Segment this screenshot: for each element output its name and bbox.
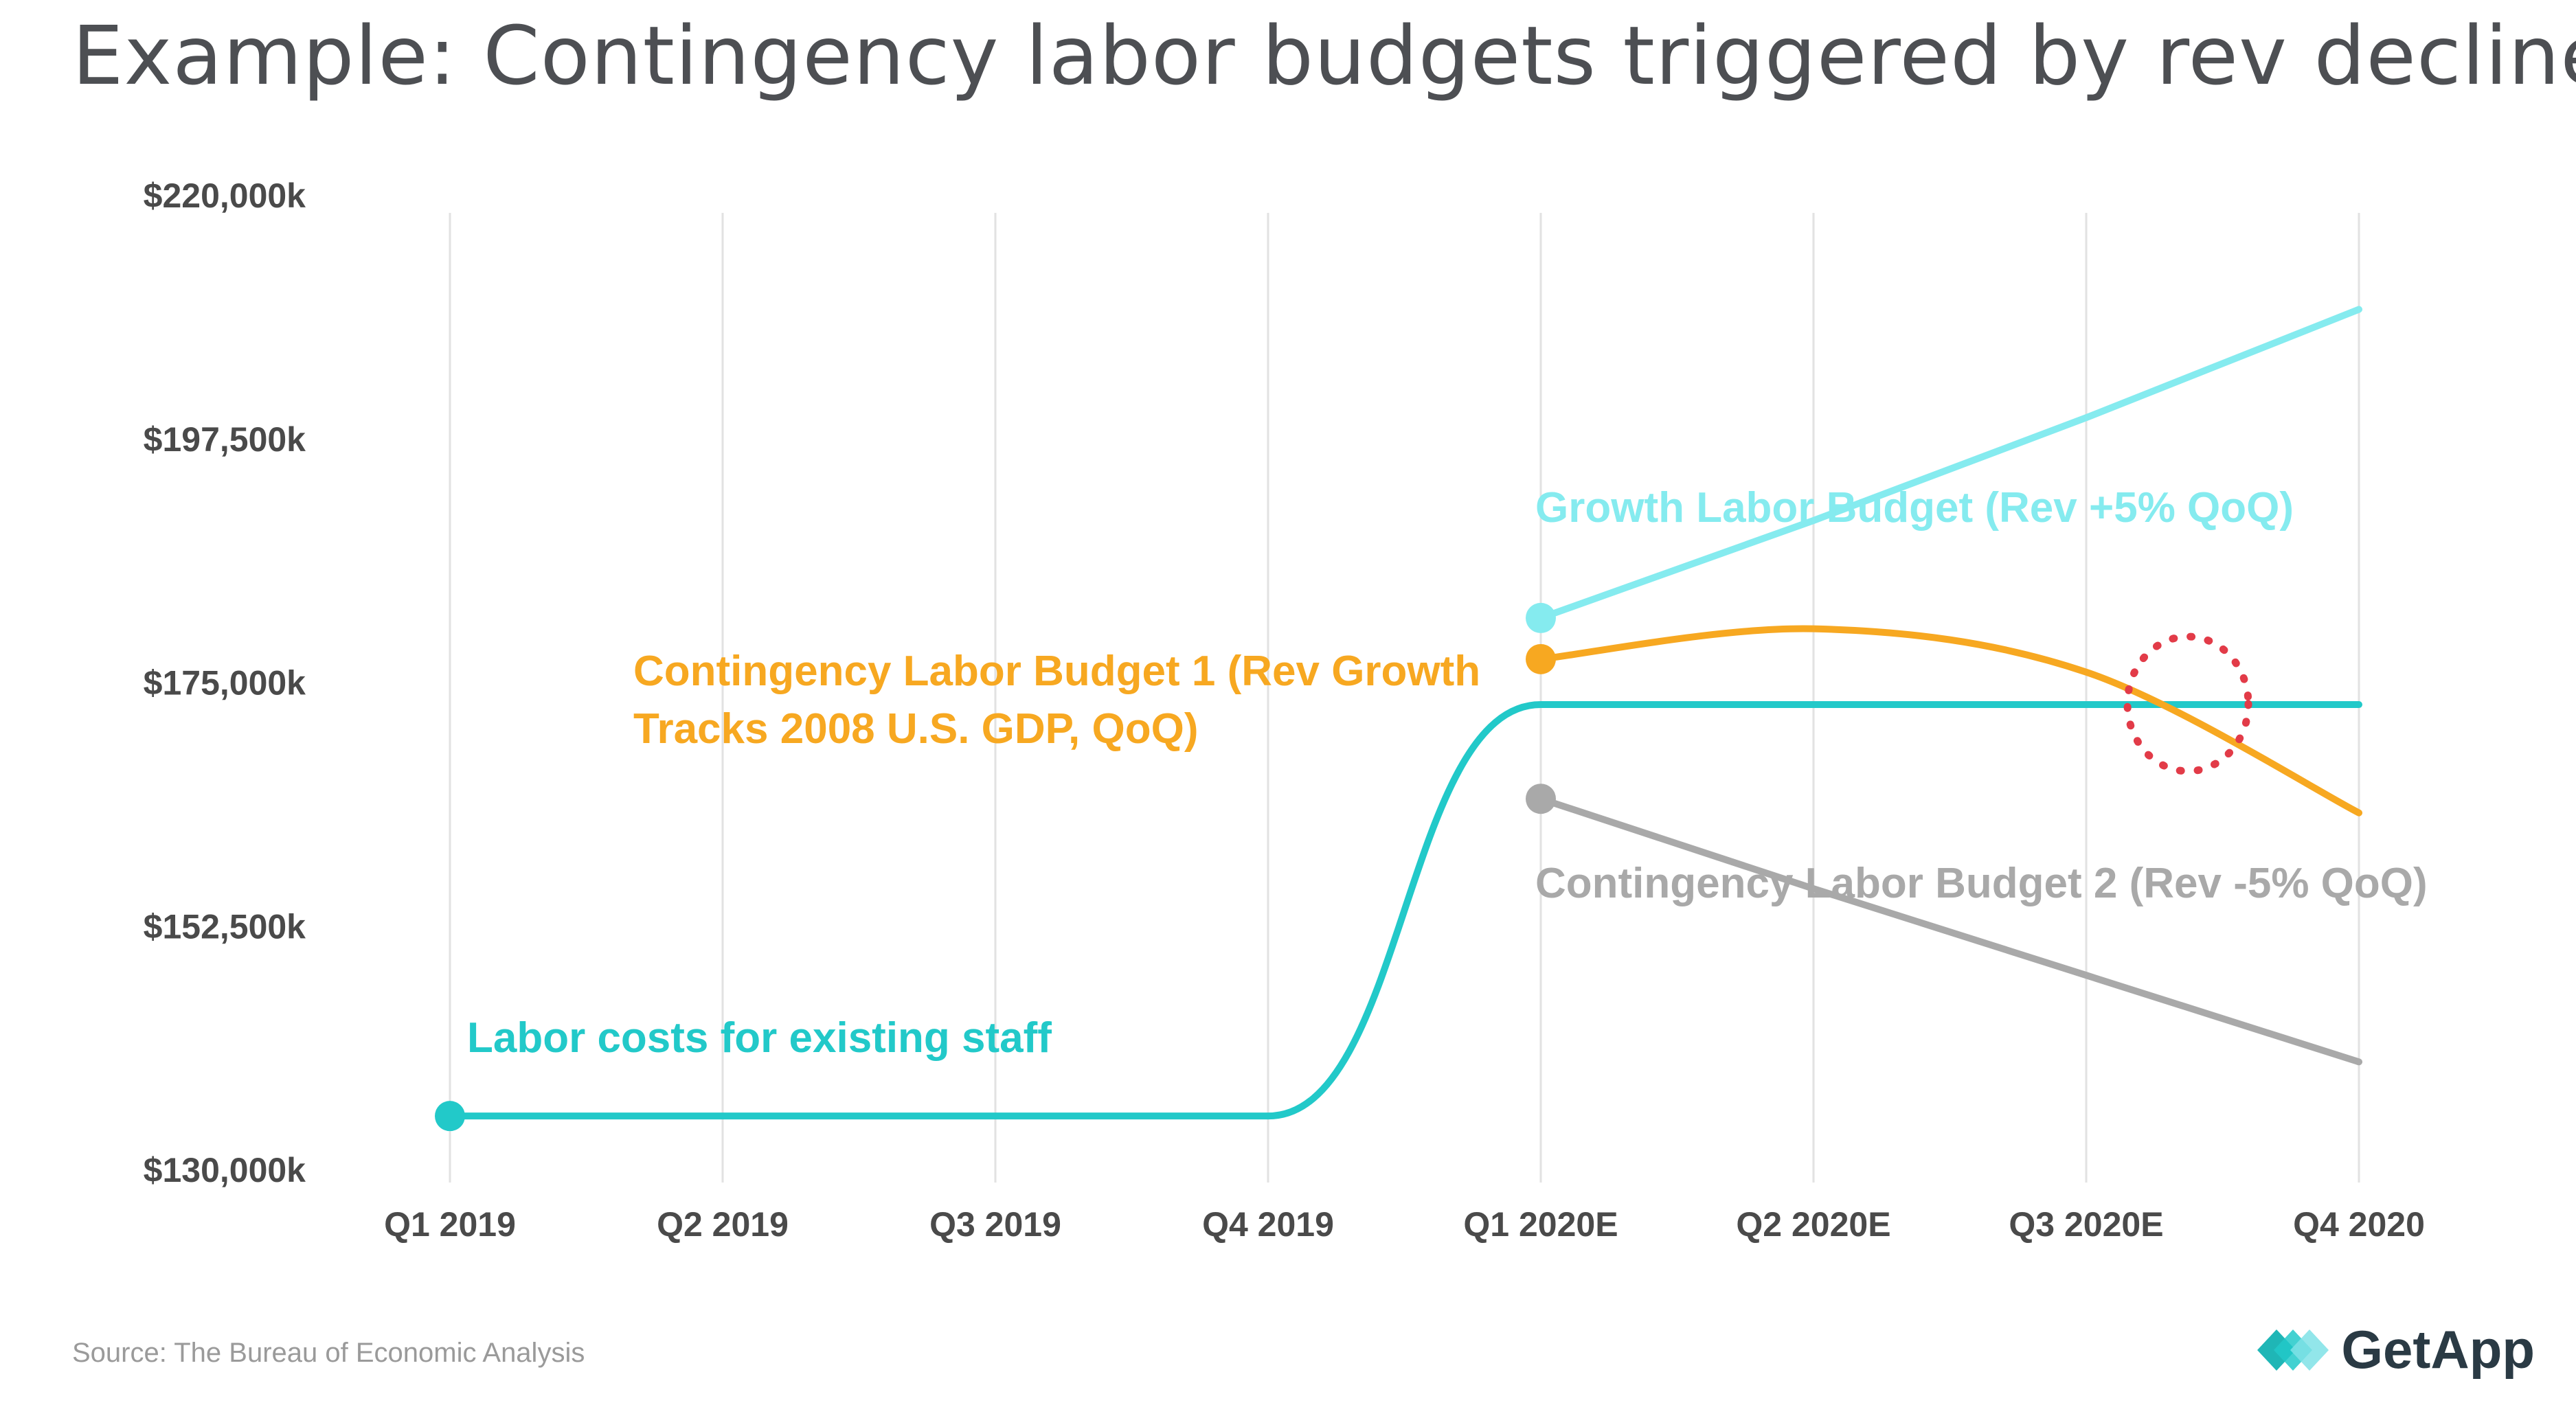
series-line-4	[1537, 795, 2362, 1066]
series-labels: Growth Labor Budget (Rev +5% QoQ) Contin…	[467, 484, 2428, 1062]
getapp-logo-text: GetApp	[2341, 1319, 2535, 1380]
getapp-logo-icon	[2257, 1329, 2329, 1371]
series-points	[435, 602, 1556, 1132]
series-start-point-2	[1526, 602, 1556, 633]
y-tick-label: $152,500k	[144, 907, 306, 946]
series-start-point-1	[435, 1101, 465, 1132]
series-start-point-3	[1526, 643, 1556, 674]
contingency-1-label-line-1: Contingency Labor Budget 1 (Rev Growth	[633, 648, 1480, 695]
growth-budget-label: Growth Labor Budget (Rev +5% QoQ)	[1535, 484, 2294, 532]
source-note: Source: The Bureau of Economic Analysis	[72, 1338, 585, 1368]
grid-lines	[449, 213, 2360, 1183]
series-line-1	[447, 701, 2362, 1120]
x-tick-label: Q1 2020E	[1463, 1205, 1618, 1244]
y-tick-label: $197,500k	[144, 420, 306, 459]
chart-title: Example: Contingency labor budgets trigg…	[72, 8, 2576, 103]
y-tick-label: $130,000k	[144, 1151, 306, 1189]
x-tick-label: Q2 2019	[657, 1205, 789, 1244]
x-axis-ticks: Q1 2019 Q2 2019 Q3 2019 Q4 2019 Q1 2020E Q2 2…	[384, 1205, 2425, 1244]
existing-staff-label: Labor costs for existing staff	[467, 1014, 1052, 1062]
contingency-2-label: Contingency Labor Budget 2 (Rev -5% QoQ)	[1535, 860, 2428, 907]
series-line-3	[1537, 625, 2362, 817]
y-tick-label: $175,000k	[144, 664, 306, 703]
x-tick-label: Q3 2020E	[2009, 1205, 2163, 1244]
y-axis-ticks: $220,000k $197,500k $175,000k $152,500k $130…	[144, 176, 306, 1189]
getapp-logo: GetApp	[2257, 1318, 2535, 1381]
x-tick-label: Q1 2019	[384, 1205, 516, 1244]
contingency-1-label-line-2: Tracks 2008 U.S. GDP, QoQ)	[633, 705, 1198, 753]
series-lines	[447, 306, 2362, 1120]
x-tick-label: Q4 2020	[2293, 1205, 2425, 1244]
crossover-highlight-circle	[2123, 632, 2252, 775]
x-tick-label: Q2 2020E	[1736, 1205, 1890, 1244]
y-tick-label: $220,000k	[144, 176, 306, 215]
series-line-2	[1537, 306, 2362, 621]
x-tick-label: Q3 2019	[929, 1205, 1061, 1244]
series-start-point-4	[1526, 784, 1556, 814]
x-tick-label: Q4 2019	[1202, 1205, 1334, 1244]
